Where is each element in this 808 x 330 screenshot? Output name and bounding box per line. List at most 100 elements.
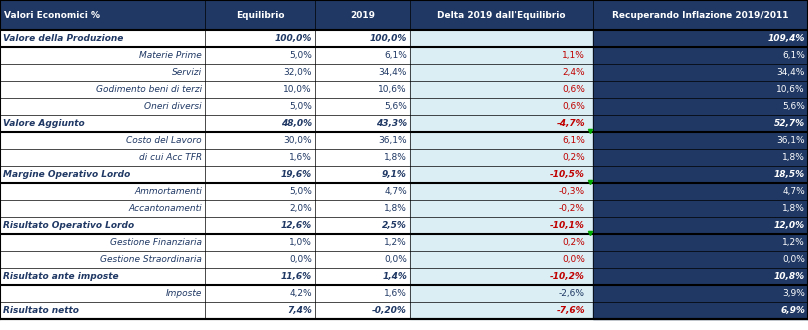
Bar [205, 149, 315, 166]
Text: Ammortamenti: Ammortamenti [134, 187, 202, 196]
Text: 11,6%: 11,6% [281, 272, 312, 281]
Text: 1,8%: 1,8% [782, 153, 805, 162]
Bar [410, 285, 593, 302]
Text: 10,8%: 10,8% [774, 272, 805, 281]
Bar [315, 64, 410, 81]
Text: 12,6%: 12,6% [281, 221, 312, 230]
Text: -10,5%: -10,5% [550, 170, 585, 179]
Text: 1,8%: 1,8% [384, 153, 407, 162]
Text: 5,6%: 5,6% [782, 102, 805, 111]
Text: Accantonamenti: Accantonamenti [128, 204, 202, 213]
Bar [410, 268, 593, 285]
Text: Valore Aggiunto: Valore Aggiunto [3, 119, 85, 128]
Bar [593, 115, 808, 132]
Bar [410, 81, 593, 98]
Text: 2,5%: 2,5% [382, 221, 407, 230]
Bar [205, 251, 315, 268]
Text: 12,0%: 12,0% [774, 221, 805, 230]
Bar [0, 166, 205, 183]
Bar [593, 98, 808, 115]
Text: di cui Acc TFR: di cui Acc TFR [139, 153, 202, 162]
Text: -0,2%: -0,2% [559, 204, 585, 213]
Bar [410, 302, 593, 319]
Bar [205, 166, 315, 183]
Text: Materie Prime: Materie Prime [139, 51, 202, 60]
Text: 19,6%: 19,6% [281, 170, 312, 179]
Bar [410, 30, 593, 47]
Bar [315, 0, 410, 30]
Text: Godimento beni di terzi: Godimento beni di terzi [96, 85, 202, 94]
Bar [205, 0, 315, 30]
Bar [205, 285, 315, 302]
Bar [410, 200, 593, 217]
Bar [205, 217, 315, 234]
Text: -4,7%: -4,7% [557, 119, 585, 128]
Bar [0, 183, 205, 200]
Bar [315, 47, 410, 64]
Bar [0, 132, 205, 149]
Bar [0, 268, 205, 285]
Bar [410, 47, 593, 64]
Text: 1,8%: 1,8% [384, 204, 407, 213]
Bar [410, 183, 593, 200]
Text: 5,6%: 5,6% [384, 102, 407, 111]
Bar [410, 234, 593, 251]
Text: Gestione Straordinaria: Gestione Straordinaria [100, 255, 202, 264]
Bar [593, 302, 808, 319]
Bar [205, 30, 315, 47]
Text: Valori Economici %: Valori Economici % [4, 11, 100, 19]
Bar [315, 81, 410, 98]
Bar [205, 81, 315, 98]
Bar [593, 81, 808, 98]
Bar [315, 183, 410, 200]
Bar [410, 217, 593, 234]
Bar [593, 132, 808, 149]
Text: 0,6%: 0,6% [562, 102, 585, 111]
Text: 9,1%: 9,1% [382, 170, 407, 179]
Text: 0,2%: 0,2% [562, 238, 585, 247]
Text: 6,9%: 6,9% [781, 306, 805, 315]
Text: 100,0%: 100,0% [275, 34, 312, 43]
Text: -10,1%: -10,1% [550, 221, 585, 230]
Text: 5,0%: 5,0% [289, 187, 312, 196]
Bar [0, 302, 205, 319]
Bar [315, 217, 410, 234]
Text: 18,5%: 18,5% [774, 170, 805, 179]
Text: 6,1%: 6,1% [782, 51, 805, 60]
Bar [410, 149, 593, 166]
Text: 10,6%: 10,6% [378, 85, 407, 94]
Text: 1,6%: 1,6% [384, 289, 407, 298]
Text: Oneri diversi: Oneri diversi [145, 102, 202, 111]
Text: 10,0%: 10,0% [284, 85, 312, 94]
Bar [593, 234, 808, 251]
Bar [205, 200, 315, 217]
Bar [410, 64, 593, 81]
Text: 32,0%: 32,0% [284, 68, 312, 77]
Text: 3,9%: 3,9% [782, 289, 805, 298]
Text: -2,6%: -2,6% [559, 289, 585, 298]
Text: 4,7%: 4,7% [782, 187, 805, 196]
Text: 4,2%: 4,2% [289, 289, 312, 298]
Bar [315, 302, 410, 319]
Bar [315, 166, 410, 183]
Text: 0,0%: 0,0% [384, 255, 407, 264]
Bar [593, 47, 808, 64]
Bar [593, 200, 808, 217]
Text: 43,3%: 43,3% [376, 119, 407, 128]
Bar [315, 115, 410, 132]
Bar [0, 115, 205, 132]
Text: 1,6%: 1,6% [289, 153, 312, 162]
Bar [593, 149, 808, 166]
Text: Costo del Lavoro: Costo del Lavoro [126, 136, 202, 145]
Text: 109,4%: 109,4% [768, 34, 805, 43]
Text: 1,2%: 1,2% [385, 238, 407, 247]
Bar [205, 47, 315, 64]
Bar [315, 98, 410, 115]
Bar [205, 268, 315, 285]
Bar [0, 149, 205, 166]
Text: -7,6%: -7,6% [557, 306, 585, 315]
Text: -10,2%: -10,2% [550, 272, 585, 281]
Bar [0, 30, 205, 47]
Text: 48,0%: 48,0% [281, 119, 312, 128]
Text: Risultato Operativo Lordo: Risultato Operativo Lordo [3, 221, 134, 230]
